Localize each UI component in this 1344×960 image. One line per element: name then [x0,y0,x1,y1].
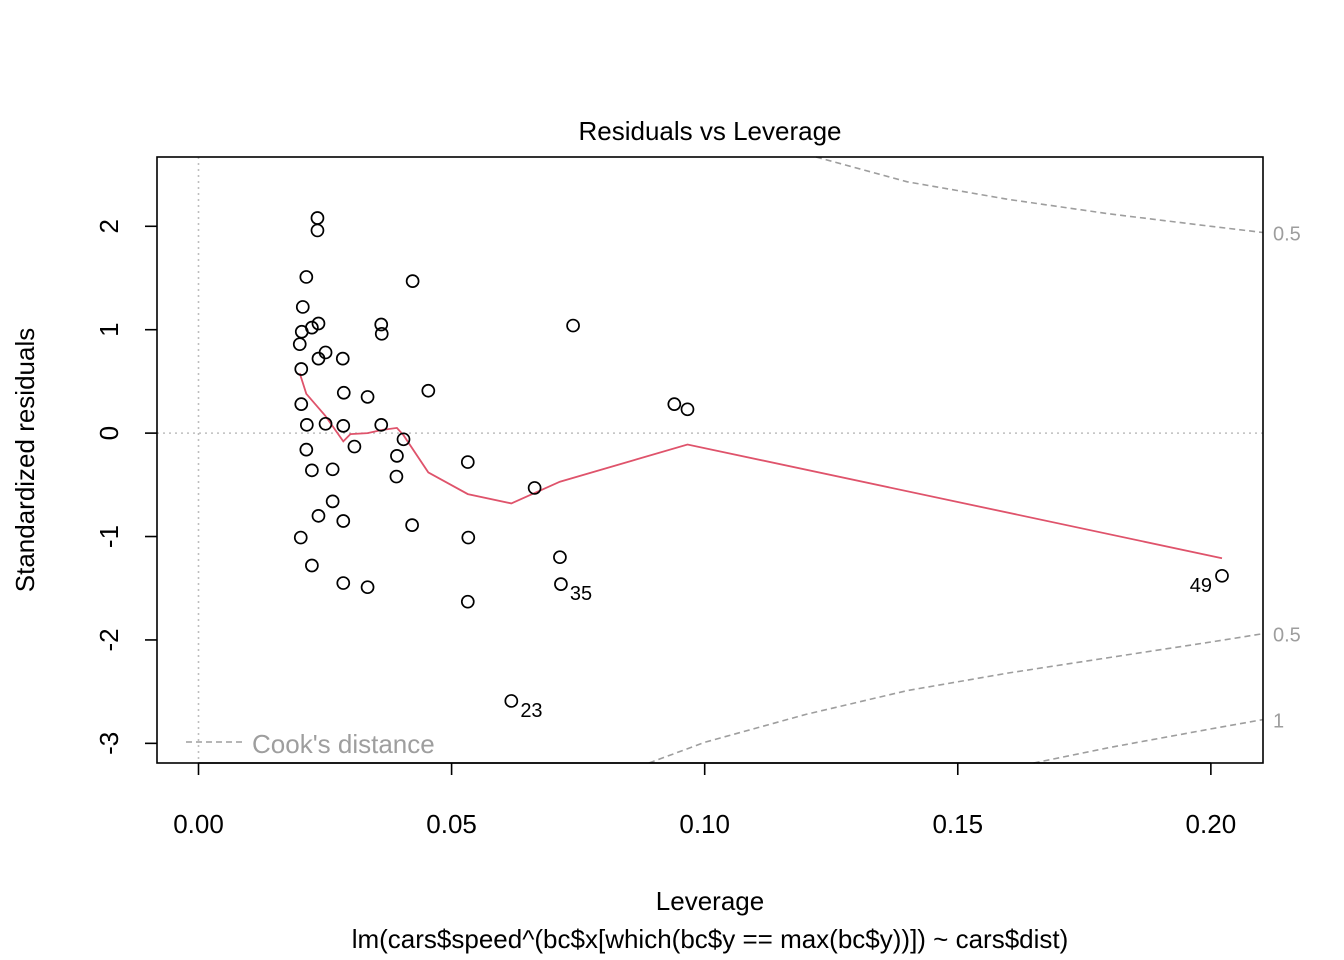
data-point [680,402,695,417]
data-point [318,416,333,431]
data-point [554,577,568,591]
data-point [405,274,420,288]
data-point [566,318,580,333]
x-tick-label: 0.05 [426,809,477,839]
plot-frame [156,156,1264,764]
data-point [325,462,340,477]
cooks-distance-contours: 0.5 0.5 1 [648,156,1301,764]
subtitle: lm(cars$speed^(bc$x[which(bc$y == max(bc… [352,924,1069,954]
smooth-line-group [298,372,1223,560]
point-labels-group: 35 49 23 [520,575,1212,722]
smooth-line [298,372,1223,560]
data-point [374,326,389,341]
x-tick-label: 0.20 [1186,809,1237,839]
data-point [504,694,519,708]
chart-title: Residuals vs Leverage [578,116,841,146]
data-point [335,351,350,366]
data-point [310,211,325,225]
data-point [405,518,419,533]
data-point [292,337,307,352]
y-tick-label: -1 [94,525,124,548]
data-point [374,417,389,432]
y-tick-label: 1 [94,322,124,336]
cooks-contour-1 [648,632,1264,764]
data-point [374,317,389,332]
data-point [461,530,476,545]
x-tick-label: 0.15 [932,809,983,839]
cooks-contour-label: 1 [1273,711,1284,733]
data-point [293,530,308,545]
data-point [294,397,309,412]
data-point [336,514,351,528]
reference-lines [157,157,1263,763]
data-point [667,397,682,412]
point-label: 49 [1190,575,1212,597]
y-axis: -3 -2 -1 0 1 2 [94,219,157,755]
data-point [294,362,309,376]
point-label: 23 [520,700,542,722]
data-point [347,439,362,454]
data-point [299,417,314,432]
points-group [292,211,1229,708]
data-point [390,449,404,463]
data-point [325,494,340,509]
data-point [421,383,436,398]
cooks-contour-2 [1033,718,1264,764]
x-tick-label: 0.10 [679,809,730,839]
data-point [295,300,310,314]
data-point [299,270,314,284]
x-tick-label: 0.00 [173,809,224,839]
data-point [389,469,404,484]
x-axis: 0.00 0.05 0.10 0.15 0.20 [173,762,1237,839]
data-point [360,580,375,595]
cooks-contour-0 [815,156,1264,234]
point-label: 35 [570,583,592,605]
cooks-contour-label: 0.5 [1273,223,1301,245]
x-axis-label: Leverage [656,886,764,916]
data-point [396,432,411,447]
data-point [460,594,475,609]
legend-label: Cook's distance [252,729,435,759]
data-point [336,385,351,400]
data-point [299,442,314,457]
data-point [311,508,326,523]
data-point [310,223,325,238]
data-point [311,351,326,366]
y-axis-label: Standardized residuals [10,328,40,593]
data-point [336,419,351,433]
data-point [294,324,309,339]
data-point [360,390,375,404]
data-point [336,576,351,590]
cooks-distance-legend: Cook's distance [186,729,435,759]
data-point [553,550,567,565]
y-tick-label: 0 [94,426,124,440]
data-point [1215,568,1229,583]
data-point [305,558,319,573]
cooks-contour-label: 0.5 [1273,625,1301,647]
data-point [305,463,319,478]
y-tick-label: -2 [94,628,124,651]
data-point [527,481,542,495]
data-point [460,455,475,469]
y-tick-label: -3 [94,732,124,755]
y-tick-label: 2 [94,219,124,233]
